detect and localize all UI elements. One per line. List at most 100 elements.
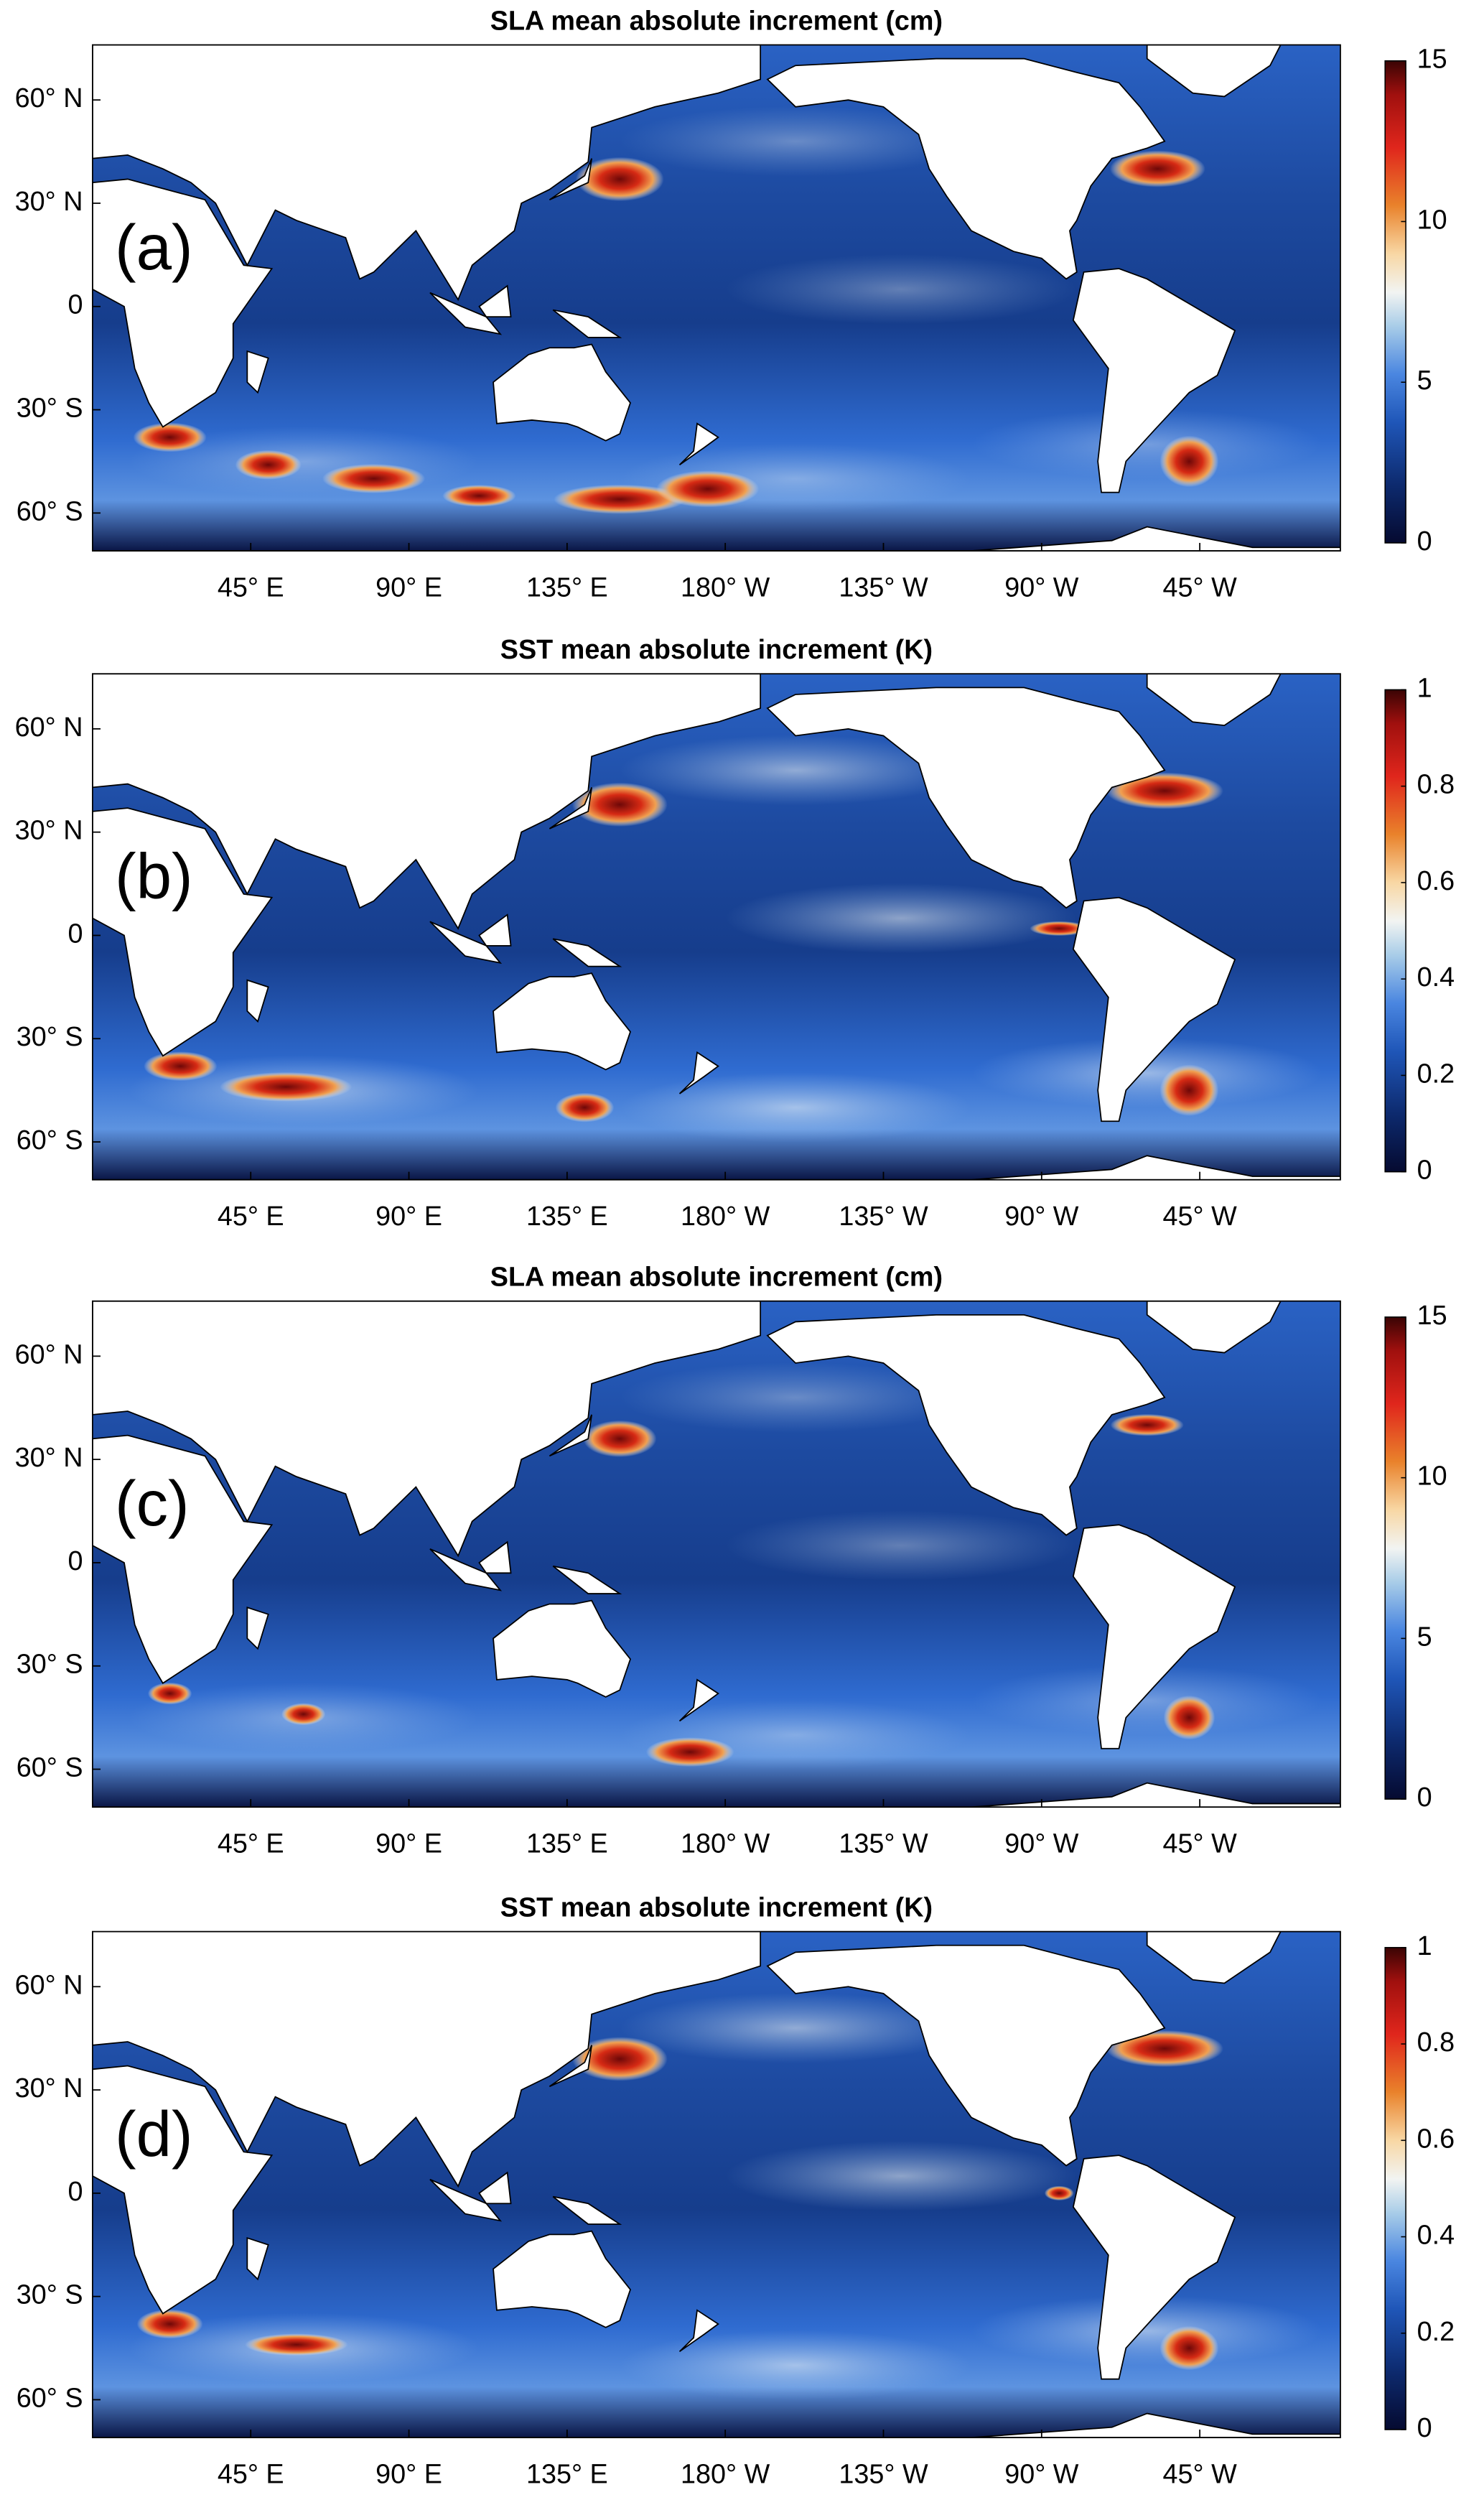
lat-tick-label: 30° S [17, 1650, 83, 1680]
map-frame [92, 44, 1341, 552]
lon-tick-label: 45° E [218, 1829, 284, 1859]
hot-spot [1106, 2030, 1223, 2068]
ocean-band [725, 1510, 1077, 1581]
map-panel: SST mean absolute increment (K) (b) 60° N 3… [15, 635, 1455, 1232]
hot-spot [147, 1682, 192, 1705]
colorbar-tick-label: 0.8 [1417, 2027, 1455, 2058]
map-frame [92, 1930, 1341, 2439]
land [493, 343, 631, 442]
land [92, 1301, 762, 1558]
hot-spot [1159, 1064, 1219, 1116]
hot-spot [1163, 1695, 1215, 1740]
lat-tick-label: 30° S [17, 394, 83, 424]
colorbar [1384, 60, 1406, 544]
lon-tick-label: 45° W [1163, 2459, 1238, 2489]
hot-spot [1159, 2325, 1219, 2371]
land [549, 2045, 593, 2088]
land [92, 1155, 1340, 1180]
land [429, 2178, 503, 2222]
land [766, 1944, 1166, 2167]
panel-label: (d) [115, 2098, 193, 2170]
lat-tick-label: 0 [68, 919, 83, 949]
lon-tick-label: 45° W [1163, 1201, 1238, 1232]
land [766, 687, 1166, 909]
map [92, 45, 1340, 552]
colorbar-tick-label: 1 [1417, 1931, 1432, 1961]
land [1146, 1301, 1282, 1354]
lon-tick-label: 90° E [375, 2459, 442, 2489]
land [552, 938, 622, 967]
land [493, 1599, 631, 1698]
lat-tick-label: 60° S [17, 1125, 83, 1156]
land [552, 2195, 622, 2225]
land [478, 1540, 512, 1574]
ocean-band [971, 2295, 1323, 2366]
map-frame [92, 1300, 1341, 1808]
colorbar [1384, 689, 1406, 1173]
panel-label: (c) [115, 1468, 190, 1539]
lon-tick-label: 90° E [375, 1201, 442, 1232]
lon-tick-label: 180° W [681, 1201, 770, 1232]
lat-tick-label: 60° N [15, 1339, 83, 1370]
colorbar-tick-label: 5 [1417, 366, 1432, 396]
land [478, 914, 512, 947]
colorbar-tick-label: 0 [1417, 2413, 1432, 2443]
land [246, 350, 269, 394]
lat-tick-label: 30° S [17, 2280, 83, 2310]
hot-spot [442, 485, 516, 507]
lon-tick-label: 180° W [681, 2459, 770, 2489]
land [92, 2412, 1340, 2438]
lon-tick-label: 135° E [526, 1201, 608, 1232]
colorbar-tick-label: 0 [1417, 1156, 1432, 1186]
land [478, 2171, 512, 2205]
colorbar-tick-label: 10 [1417, 1461, 1447, 1492]
hot-spot [144, 1051, 218, 1082]
lon-tick-label: 180° W [681, 1829, 770, 1859]
land [766, 57, 1166, 280]
lat-tick-label: 60° S [17, 496, 83, 526]
land [1146, 1931, 1282, 1984]
land [429, 292, 503, 335]
lon-tick-label: 135° E [526, 2459, 608, 2489]
lat-tick-label: 30° S [17, 1022, 83, 1052]
panel-label: (a) [115, 212, 193, 283]
lon-tick-label: 135° W [839, 2459, 928, 2489]
lon-tick-label: 45° E [218, 1201, 284, 1232]
ocean-band [971, 1038, 1323, 1109]
colorbar-tick-label: 5 [1417, 1622, 1432, 1652]
land [246, 1607, 269, 1650]
panel-title: SLA mean absolute increment (cm) [490, 1263, 943, 1293]
colorbar-tick-label: 15 [1417, 1301, 1447, 1331]
map [92, 1301, 1340, 1808]
map [92, 1931, 1340, 2438]
ocean-band [620, 735, 971, 806]
land [429, 1548, 503, 1591]
land [246, 2236, 269, 2281]
lat-tick-label: 30° N [15, 2073, 83, 2104]
hot-spot [554, 484, 686, 514]
lon-tick-label: 135° E [526, 1829, 608, 1859]
land [1072, 2155, 1236, 2380]
hot-spot [1106, 772, 1223, 809]
lat-tick-label: 60° N [15, 1970, 83, 2000]
land [766, 1314, 1166, 1536]
panel-title: SLA mean absolute increment (cm) [490, 6, 943, 36]
colorbar-tick-label: 0.4 [1417, 962, 1455, 993]
lat-tick-label: 60° S [17, 2383, 83, 2413]
land [552, 1565, 622, 1594]
hot-spot [645, 1737, 734, 1767]
land [92, 1931, 762, 2188]
lon-tick-label: 90° E [375, 572, 442, 603]
colorbar [1384, 1947, 1406, 2430]
hot-spot [1159, 435, 1219, 488]
land [678, 422, 719, 465]
colorbar-tick-label: 0.6 [1417, 866, 1455, 896]
map-panel: SLA mean absolute increment (cm) (a) 60° N… [15, 6, 1447, 603]
lat-tick-label: 60° S [17, 1752, 83, 1782]
land [92, 526, 1340, 552]
land [1146, 674, 1282, 727]
land [92, 1434, 274, 1684]
ocean-band [971, 1665, 1323, 1736]
lon-tick-label: 90° W [1004, 572, 1079, 603]
panel-title: SST mean absolute increment (K) [500, 1892, 933, 1923]
